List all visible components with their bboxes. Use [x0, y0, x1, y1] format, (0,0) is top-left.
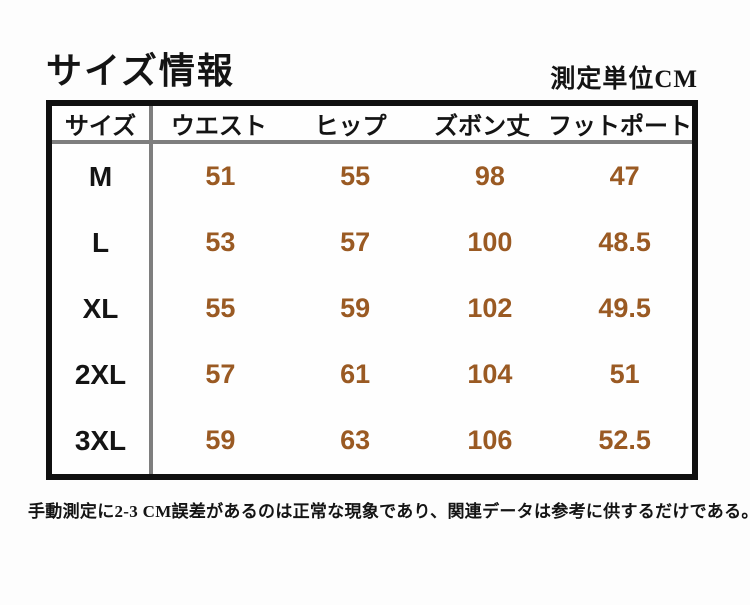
waist-cell: 55: [205, 293, 236, 324]
waist-cell: 59: [205, 425, 236, 456]
table-row: L 53 57 100 48.5: [52, 209, 692, 276]
table-row: XL 55 59 102 49.5: [52, 275, 692, 342]
size-cell: 3XL: [52, 407, 153, 474]
waist-cell: 57: [205, 359, 236, 390]
waist-cell: 53: [205, 227, 236, 258]
size-cell: L: [52, 209, 153, 276]
foot-cell: 49.5: [598, 293, 651, 324]
header-cell-waist: ウエスト: [170, 113, 267, 140]
header-cell-size: サイズ: [52, 105, 153, 141]
size-table: サイズ ウエスト ヒップ ズボン丈 フットポート M 51 55 98 47 L…: [46, 99, 698, 480]
header-cell-length: ズボン丈: [434, 113, 531, 140]
header-cell-hip: ヒップ: [314, 113, 387, 140]
length-cell: 98: [474, 161, 505, 192]
header-band: サイズ情報 測定単位CM: [46, 51, 698, 93]
hip-cell: 61: [340, 359, 371, 390]
measurement-unit-label: 測定単位CM: [550, 65, 698, 93]
hip-cell: 63: [340, 425, 371, 456]
table-header-row: サイズ ウエスト ヒップ ズボン丈 フットポート: [52, 105, 692, 144]
size-cell: 2XL: [52, 341, 153, 408]
waist-cell: 51: [205, 161, 236, 192]
page-title: サイズ情報: [46, 51, 235, 91]
foot-cell: 52.5: [598, 425, 651, 456]
foot-cell: 48.5: [598, 227, 651, 258]
length-cell: 100: [467, 227, 513, 258]
header-cell-foot: フットポート: [548, 113, 692, 140]
length-cell: 106: [467, 425, 513, 456]
table-row: 2XL 57 61 104 51: [52, 341, 692, 408]
hip-cell: 57: [340, 227, 371, 258]
table-row: 3XL 59 63 106 52.5: [52, 407, 692, 474]
foot-cell: 47: [609, 161, 640, 192]
size-cell: M: [52, 143, 153, 210]
hip-cell: 59: [340, 293, 371, 324]
length-cell: 104: [467, 359, 513, 390]
foot-cell: 51: [609, 359, 640, 390]
hip-cell: 55: [340, 161, 371, 192]
table-row: M 51 55 98 47: [52, 143, 692, 210]
footer-note: 手動測定に2-3 CM誤差があるのは正常な現象であり、関連データは参考に供するだ…: [28, 501, 750, 521]
size-cell: XL: [52, 275, 153, 342]
length-cell: 102: [467, 293, 513, 324]
